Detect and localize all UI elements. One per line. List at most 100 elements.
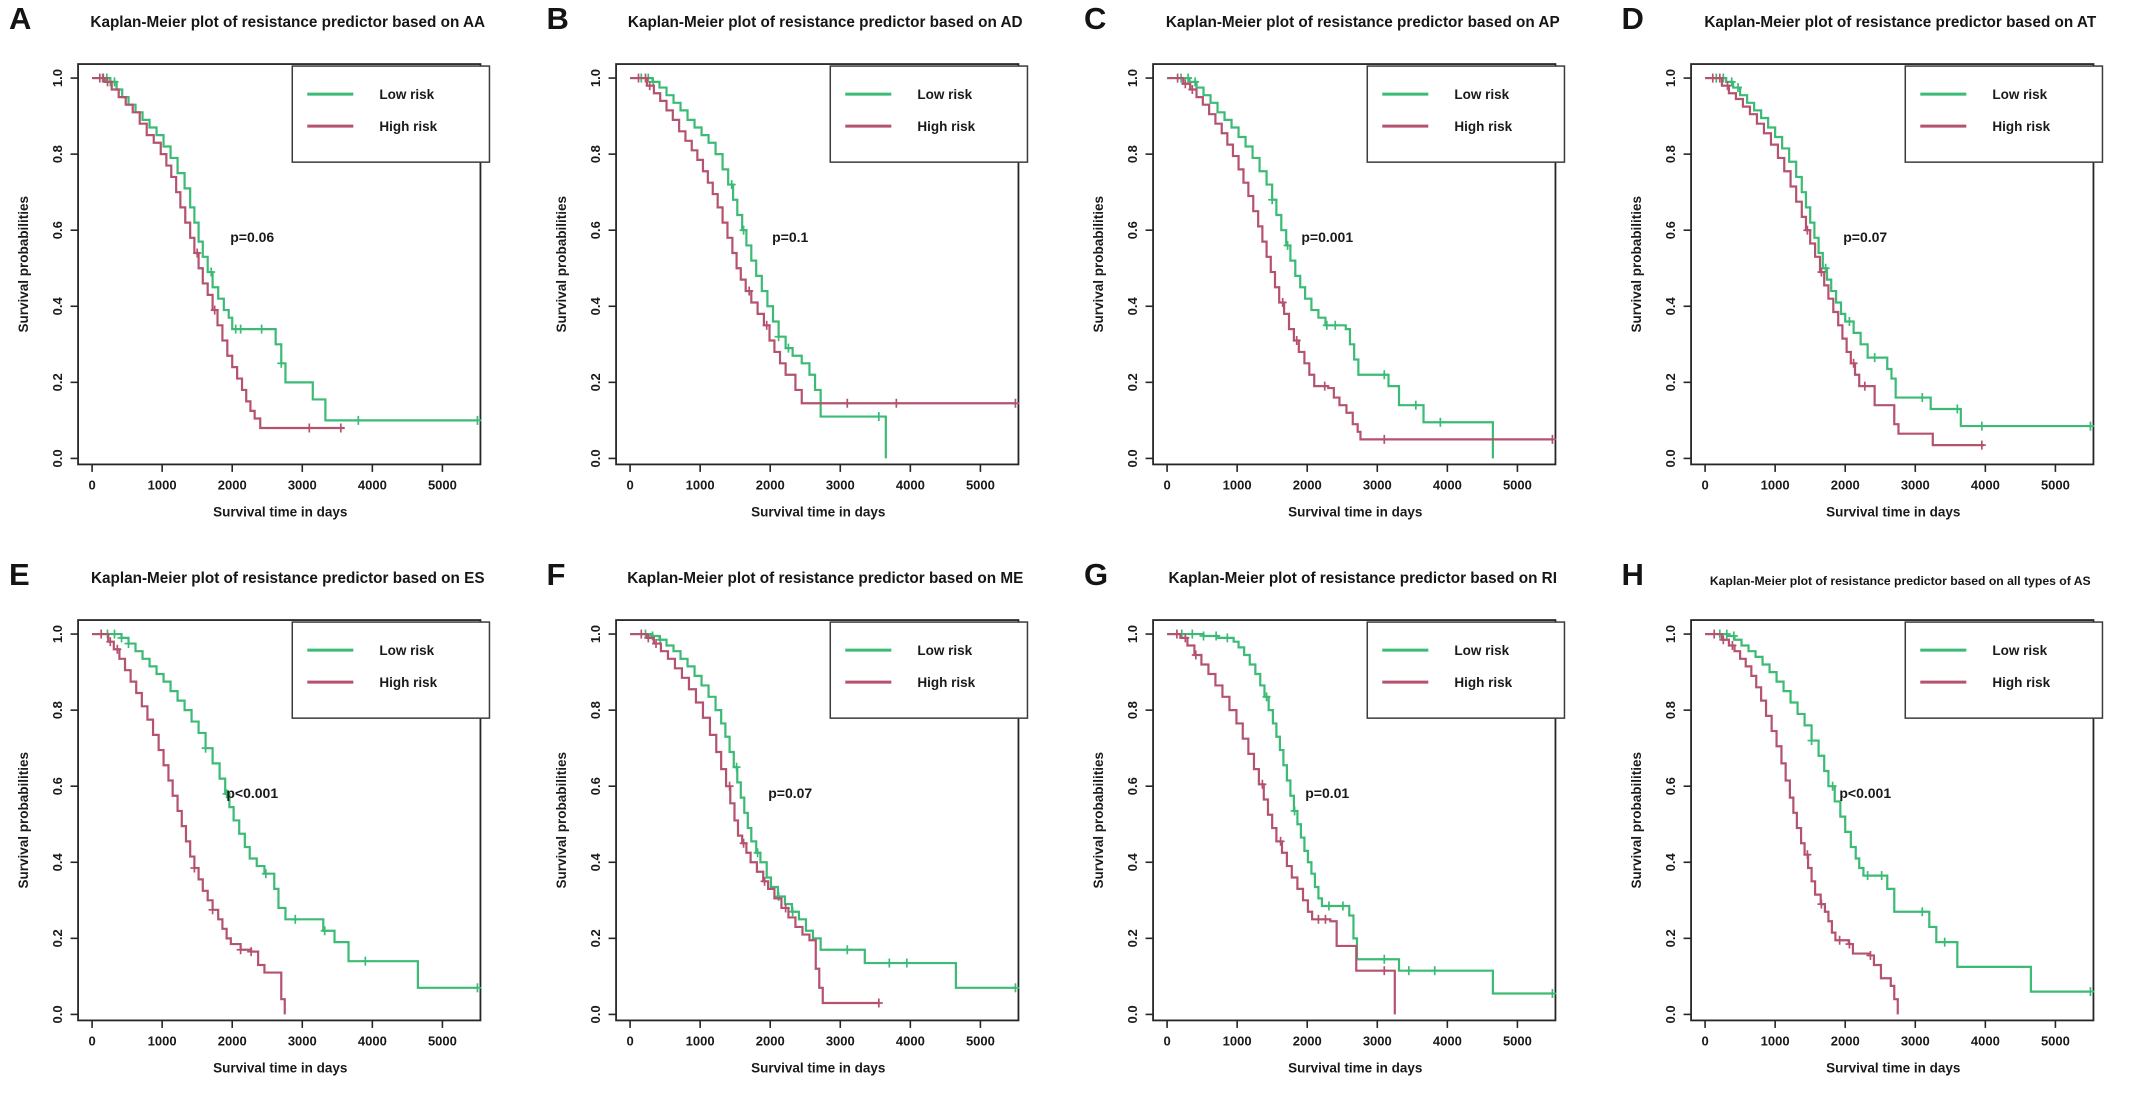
svg-text:0.8: 0.8 [50,145,65,163]
svg-text:0.8: 0.8 [588,701,603,719]
svg-text:0.4: 0.4 [1663,296,1678,315]
svg-text:4000: 4000 [1433,1033,1462,1048]
legend-box [1366,65,1566,163]
svg-text:0.4: 0.4 [50,852,65,871]
svg-text:0.0: 0.0 [1663,1005,1678,1023]
panel-title: Kaplan-Meier plot of resistance predicto… [90,14,486,31]
svg-text:Survival time in days: Survival time in days [213,504,347,519]
svg-text:1.0: 1.0 [1663,69,1678,87]
svg-text:1.0: 1.0 [1663,625,1678,643]
km-plot-svg: 0 1000 2000 3000 4000 5000 0.0 0.2 0.4 0.6 0.8 1.0 S… [1091,63,1566,519]
svg-text:2000: 2000 [218,1033,247,1048]
panel-letter: F [546,556,566,592]
svg-text:0.8: 0.8 [588,145,603,163]
svg-text:High risk: High risk [1992,675,2050,690]
km-plot-svg: 0 1000 2000 3000 4000 5000 0.0 0.2 0.4 0.6 0.8 1.0 S… [16,618,491,1075]
svg-text:Low risk: Low risk [917,643,972,658]
svg-text:3000: 3000 [1900,1033,1929,1048]
svg-text:p=0.001: p=0.001 [1301,229,1353,245]
svg-text:1000: 1000 [1223,1033,1252,1048]
svg-text:Survival time in days: Survival time in days [1826,504,1960,519]
svg-text:Low risk: Low risk [379,643,434,658]
low-risk-curve [92,632,478,989]
plot-box [1152,63,1557,466]
legend: Low risk High risk [1904,65,2103,163]
svg-text:3000: 3000 [288,1033,317,1048]
svg-text:2000: 2000 [755,477,784,492]
legend: Low risk High risk [291,620,491,719]
svg-text:Low risk: Low risk [1992,643,2047,658]
svg-text:4000: 4000 [358,477,387,492]
svg-text:3000: 3000 [1900,477,1929,492]
panel-letter: H [1621,556,1644,592]
legend-box [1904,65,2103,163]
svg-text:p=0.1: p=0.1 [772,229,808,245]
panel-title: Kaplan-Meier plot of resistance predicto… [90,569,485,587]
high-risk-curve [1704,76,1984,447]
svg-text:2000: 2000 [1293,477,1322,492]
legend-box [291,620,491,719]
legend-box [291,65,491,163]
svg-text:Survival time in days: Survival time in days [213,1060,347,1075]
svg-text:1000: 1000 [1760,1033,1789,1048]
plot-box [1152,618,1557,1021]
panel-letter: B [546,1,569,36]
svg-text:0.2: 0.2 [1125,929,1140,947]
low-risk-curve [1704,76,2090,428]
svg-text:0.6: 0.6 [588,221,603,239]
svg-text:0.2: 0.2 [1663,929,1678,947]
svg-text:Survival time in days: Survival time in days [1826,1060,1960,1075]
svg-text:Survival probabilities: Survival probabilities [16,196,31,333]
km-plot-svg: 0 1000 2000 3000 4000 5000 0.0 0.2 0.4 0.6 0.8 1.0 S… [554,63,1028,519]
svg-text:4000: 4000 [1433,477,1462,492]
svg-text:0.4: 0.4 [1125,852,1140,871]
svg-text:High risk: High risk [379,119,437,134]
svg-text:p=0.06: p=0.06 [230,229,274,245]
panel-letter: G [1084,556,1109,592]
svg-text:5000: 5000 [428,477,457,492]
km-plot-svg: 0 1000 2000 3000 4000 5000 0.0 0.2 0.4 0.6 0.8 1.0 S… [1091,618,1566,1075]
high-risk-curve [1704,632,1899,1014]
low-risk-curve [92,76,478,422]
legend-box [1904,620,2103,719]
svg-text:Low risk: Low risk [1992,87,2047,102]
svg-text:1.0: 1.0 [50,625,65,643]
svg-text:0.2: 0.2 [1663,373,1678,391]
low-risk-curve [1704,632,2090,993]
svg-text:0.6: 0.6 [1125,777,1140,795]
svg-text:0.0: 0.0 [50,449,65,467]
svg-text:0.0: 0.0 [1663,449,1678,467]
svg-text:0: 0 [1701,477,1708,492]
svg-text:1.0: 1.0 [1125,625,1140,643]
legend: Low risk High risk [1366,65,1566,163]
plot-box [1689,618,2094,1021]
panel-title: Kaplan-Meier plot of resistance predicto… [627,14,1023,31]
svg-text:Low risk: Low risk [917,87,972,102]
svg-text:0.4: 0.4 [588,296,603,315]
km-panel-C: C Kaplan-Meier plot of resistance predict… [1075,0,1613,556]
svg-text:0.4: 0.4 [1125,296,1140,315]
legend: Low risk High risk [1366,620,1566,719]
high-risk-curve [629,632,880,1004]
svg-text:High risk: High risk [917,675,975,690]
legend: Low risk High risk [829,65,1028,163]
svg-text:2000: 2000 [1830,1033,1859,1048]
svg-text:Survival probabilities: Survival probabilities [1629,196,1644,333]
svg-text:0.6: 0.6 [1125,221,1140,239]
svg-text:5000: 5000 [1503,1033,1532,1048]
km-plot-svg: 0 1000 2000 3000 4000 5000 0.0 0.2 0.4 0.6 0.8 1.0 S… [554,618,1028,1075]
svg-text:High risk: High risk [1454,119,1512,134]
svg-text:Survival probabilities: Survival probabilities [1091,196,1106,333]
svg-text:4000: 4000 [1970,1033,1999,1048]
svg-text:0.2: 0.2 [50,373,65,391]
svg-text:Survival time in days: Survival time in days [1288,504,1422,519]
panel-letter: D [1621,1,1644,36]
panel-title: Kaplan-Meier plot of resistance predicto… [627,569,1024,587]
svg-text:2000: 2000 [1293,1033,1322,1048]
svg-text:0.4: 0.4 [1663,852,1678,871]
low-risk-curve [629,76,887,459]
svg-text:High risk: High risk [1454,675,1512,690]
svg-text:Survival probabilities: Survival probabilities [1629,751,1644,888]
svg-text:0.0: 0.0 [588,1005,603,1023]
svg-text:0.0: 0.0 [1125,449,1140,467]
